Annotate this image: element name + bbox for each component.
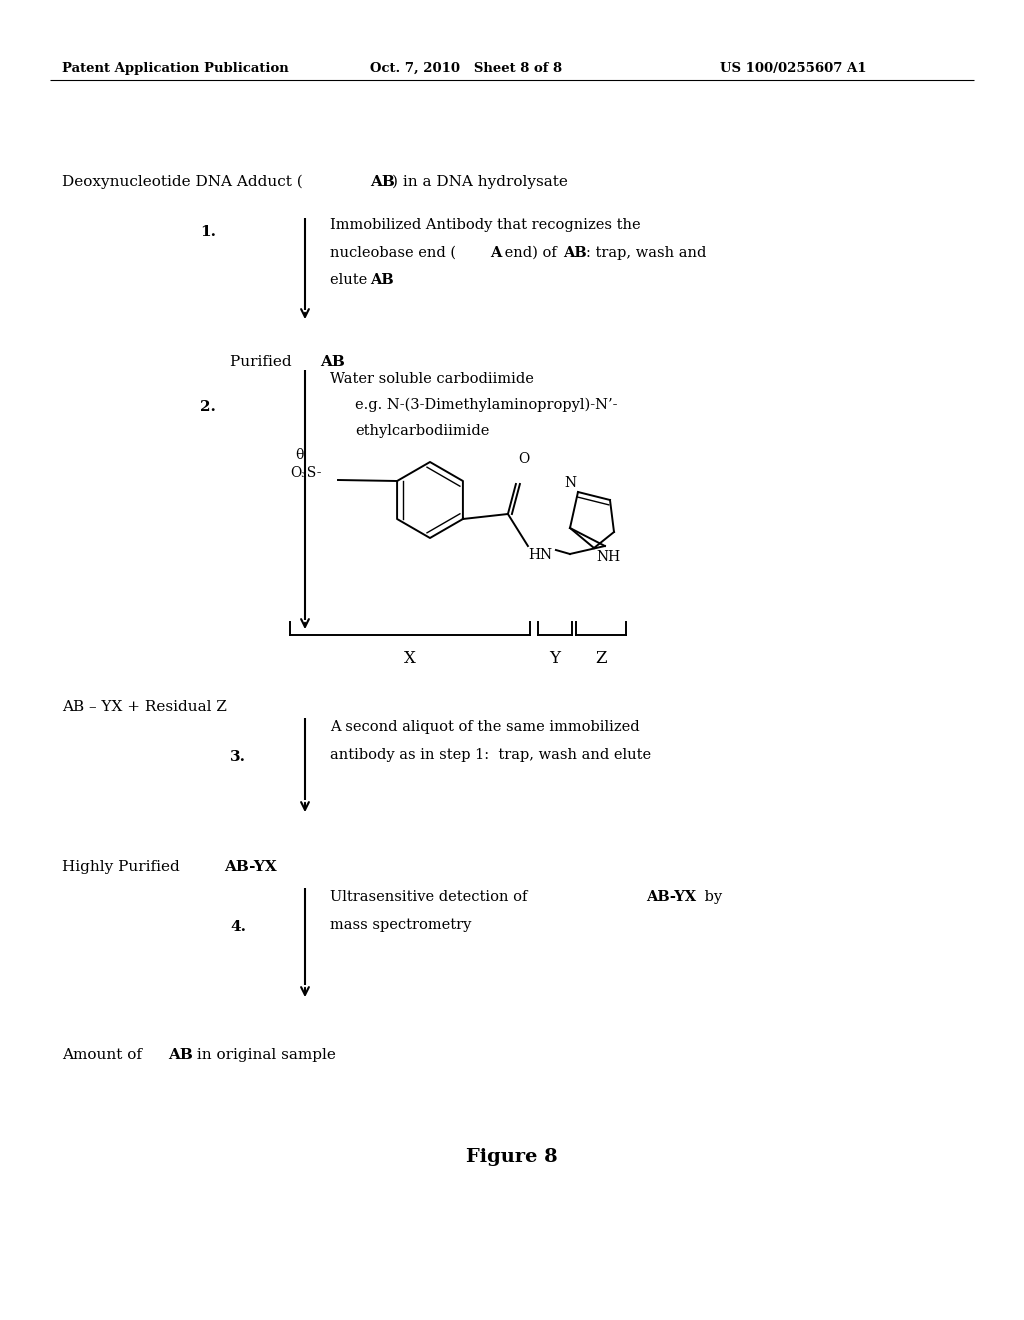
Text: AB: AB: [319, 355, 345, 370]
Text: θ: θ: [295, 447, 303, 462]
Text: US 100/0255607 A1: US 100/0255607 A1: [720, 62, 866, 75]
Text: e.g. N-(3-Dimethylaminopropyl)-N’-: e.g. N-(3-Dimethylaminopropyl)-N’-: [355, 399, 617, 412]
Text: Y: Y: [550, 649, 560, 667]
Text: Figure 8: Figure 8: [466, 1148, 558, 1166]
Text: A second aliquot of the same immobilized: A second aliquot of the same immobilized: [330, 719, 640, 734]
Text: ethylcarbodiimide: ethylcarbodiimide: [355, 424, 489, 438]
Text: Water soluble carbodiimide: Water soluble carbodiimide: [330, 372, 534, 385]
Text: antibody as in step 1:  trap, wash and elute: antibody as in step 1: trap, wash and el…: [330, 748, 651, 762]
Text: HN: HN: [528, 548, 552, 562]
Text: Purified: Purified: [230, 355, 297, 370]
Text: AB: AB: [370, 273, 393, 286]
Text: Ultrasensitive detection of: Ultrasensitive detection of: [330, 890, 532, 904]
Text: AB: AB: [370, 176, 395, 189]
Text: Patent Application Publication: Patent Application Publication: [62, 62, 289, 75]
Text: end) of: end) of: [500, 246, 561, 260]
Text: : trap, wash and: : trap, wash and: [586, 246, 707, 260]
Text: nucleobase end (: nucleobase end (: [330, 246, 456, 260]
Text: by: by: [700, 890, 722, 904]
Text: O: O: [518, 451, 529, 466]
Text: Deoxynucleotide DNA Adduct (: Deoxynucleotide DNA Adduct (: [62, 176, 303, 189]
Text: 3.: 3.: [230, 750, 246, 764]
Text: in original sample: in original sample: [193, 1048, 336, 1063]
Text: A: A: [490, 246, 502, 260]
Text: Immobilized Antibody that recognizes the: Immobilized Antibody that recognizes the: [330, 218, 641, 232]
Text: O₃S-: O₃S-: [290, 466, 322, 480]
Text: mass spectrometry: mass spectrometry: [330, 917, 471, 932]
Text: 1.: 1.: [200, 224, 216, 239]
Text: Z: Z: [595, 649, 607, 667]
Text: Highly Purified: Highly Purified: [62, 861, 184, 874]
Text: 4.: 4.: [230, 920, 246, 935]
Text: N: N: [564, 477, 575, 490]
Text: ) in a DNA hydrolysate: ) in a DNA hydrolysate: [392, 176, 568, 189]
Text: NH: NH: [596, 550, 621, 564]
Text: Amount of: Amount of: [62, 1048, 146, 1063]
Text: X: X: [404, 649, 416, 667]
Text: 2.: 2.: [200, 400, 216, 414]
Text: AB-YX: AB-YX: [646, 890, 696, 904]
Text: AB-YX: AB-YX: [224, 861, 276, 874]
Text: Oct. 7, 2010   Sheet 8 of 8: Oct. 7, 2010 Sheet 8 of 8: [370, 62, 562, 75]
Text: AB – YX + Residual Z: AB – YX + Residual Z: [62, 700, 227, 714]
Text: AB: AB: [168, 1048, 193, 1063]
Text: AB: AB: [563, 246, 587, 260]
Text: elute: elute: [330, 273, 372, 286]
